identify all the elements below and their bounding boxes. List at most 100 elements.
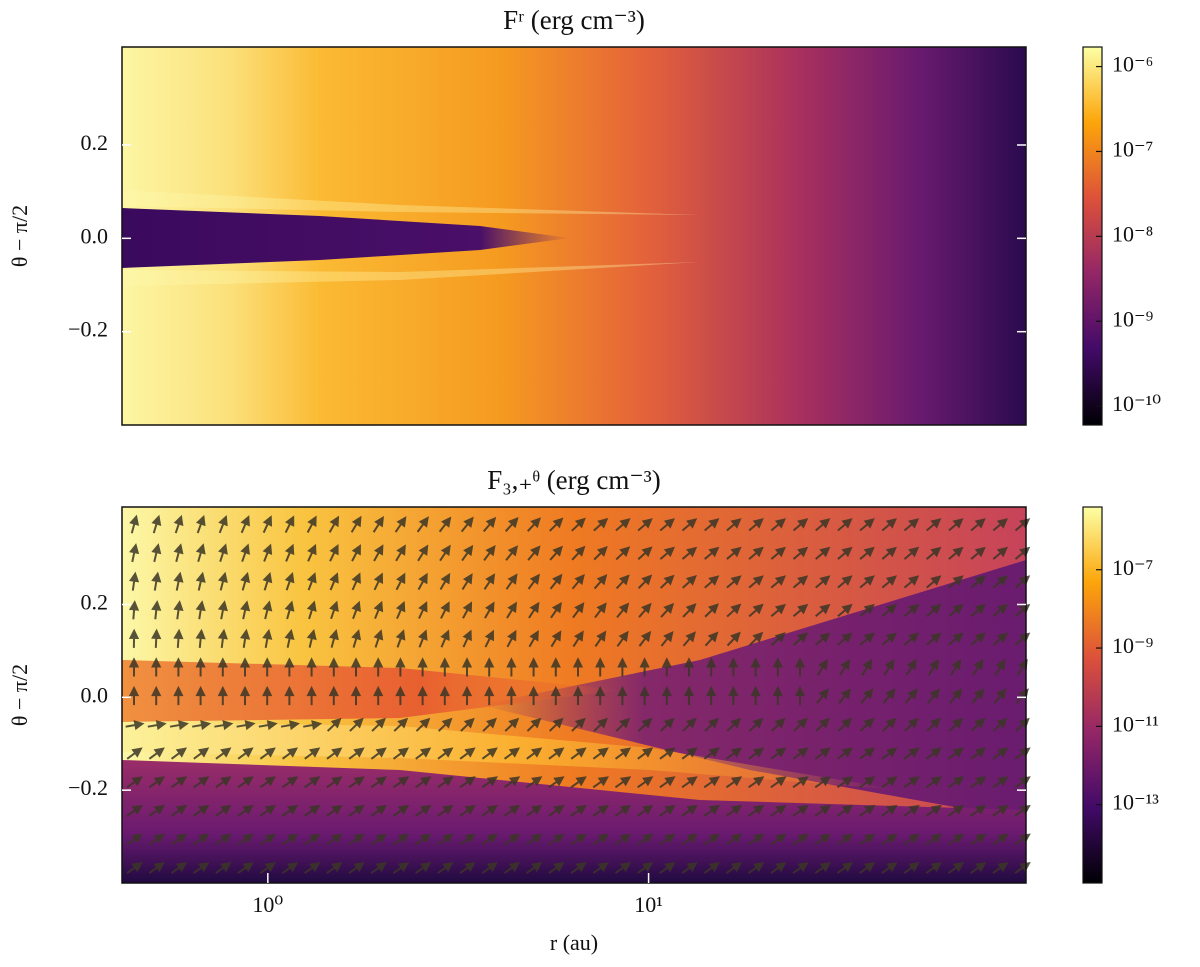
quiver-arrow: [770, 603, 787, 618]
quiver-arrow: [903, 747, 920, 760]
quiver-arrow: [660, 631, 674, 647]
quiver-arrow: [970, 717, 986, 732]
quiver-arrow: [792, 603, 809, 618]
quiver-arrow: [615, 546, 631, 561]
quiver-arrow: [416, 516, 429, 533]
quiver-arrow: [550, 657, 561, 677]
quiver-arrow: [570, 747, 587, 760]
quiver-arrow: [548, 804, 565, 817]
quiver-arrow: [836, 833, 854, 846]
quiver-arrow: [571, 545, 586, 561]
quiver-arrow: [506, 685, 517, 706]
quiver-arrow: [704, 631, 719, 647]
quiver-arrow: [881, 518, 898, 532]
quiver-arrow: [970, 747, 987, 760]
quiver-arrow: [503, 776, 521, 789]
quiver-arrow: [240, 600, 251, 620]
quiver-arrow: [304, 776, 321, 789]
quiver-arrow: [748, 717, 764, 732]
quiver-arrow: [815, 717, 830, 732]
quiver-arrow: [350, 657, 362, 677]
quiver-arrow: [350, 515, 362, 533]
quiver-arrow: [484, 685, 495, 706]
quiver-arrow: [837, 518, 853, 532]
quiver-arrow: [728, 657, 739, 677]
quiver-arrow: [947, 747, 965, 760]
quiver-arrow: [195, 685, 206, 706]
quiver-arrow: [794, 685, 806, 706]
quiver-arrow: [770, 575, 787, 589]
quiver-arrow: [726, 546, 742, 560]
quiver-arrow: [593, 517, 609, 532]
quiver-arrow: [794, 657, 806, 677]
quiver-arrow: [284, 628, 295, 648]
quiver-arrow: [439, 657, 450, 677]
quiver-arrow: [881, 717, 897, 732]
quiver-arrow: [195, 571, 206, 591]
quiver-arrow: [992, 717, 1008, 732]
quiver-arrow: [528, 601, 540, 619]
quiver-arrow: [259, 833, 276, 846]
quiver-arrow: [772, 685, 783, 706]
quiver-arrow: [151, 600, 162, 620]
axes-frame: [121, 46, 1027, 426]
quiver-arrow: [392, 804, 410, 817]
quiver-arrow: [259, 804, 276, 817]
quiver-arrow: [262, 657, 273, 677]
quiver-arrow: [970, 546, 986, 560]
quiver-arrow: [1015, 717, 1030, 732]
quiver-arrow: [726, 575, 742, 589]
quiver-arrow: [284, 543, 295, 562]
quiver-arrow: [704, 575, 720, 589]
quiver-arrow: [681, 776, 698, 789]
quiver-arrow: [992, 776, 1009, 789]
quiver-arrow: [505, 573, 518, 590]
quiver-arrow: [881, 804, 898, 817]
quiver-arrow: [638, 630, 652, 647]
quiver-arrow: [370, 776, 387, 789]
quiver-arrow: [281, 776, 299, 789]
quiver-arrow: [837, 632, 853, 646]
quiver-arrow: [505, 545, 519, 561]
quiver-arrow: [415, 776, 432, 789]
quiver-arrow: [992, 575, 1009, 589]
quiver-arrow: [682, 574, 697, 589]
quiver-arrow: [484, 657, 495, 677]
quiver-arrow: [770, 518, 787, 532]
quiver-arrow: [550, 630, 562, 648]
quiver-arrow: [904, 688, 918, 704]
quiver-arrow: [483, 573, 496, 590]
quiver-arrow: [240, 515, 250, 534]
quiver-arrow: [994, 658, 1006, 676]
quiver-arrow: [792, 804, 809, 817]
quiver-arrow: [195, 514, 206, 534]
quiver-arrow: [903, 546, 920, 560]
quiver-arrow: [193, 833, 210, 846]
quiver-arrow: [859, 603, 875, 618]
quiver-arrow: [393, 717, 409, 732]
quiver-arrow: [592, 804, 609, 817]
colorbar-tick-label: 10⁻⁸: [1112, 221, 1153, 246]
quiver-arrow: [329, 600, 339, 620]
quiver-arrow: [351, 572, 361, 591]
quiver-arrow: [927, 658, 939, 676]
quiver-arrow: [659, 717, 675, 732]
quiver-arrow: [262, 515, 273, 534]
quiver-arrow: [148, 776, 165, 789]
quiver-arrow: [748, 862, 765, 874]
quiver-arrow: [395, 600, 406, 619]
quiver-arrow: [215, 747, 232, 760]
quiver-arrow: [903, 575, 920, 589]
quiver-arrow: [814, 747, 831, 760]
quiver-arrow: [748, 603, 764, 618]
x-tick-label: 10¹: [634, 892, 663, 917]
colorbar-tick-label: 10⁻⁷: [1112, 137, 1153, 162]
quiver-arrow: [706, 657, 717, 677]
quiver-arrow: [993, 688, 1007, 704]
quiver-arrow: [681, 518, 698, 532]
quiver-arrow: [437, 804, 454, 817]
quiver-arrow: [148, 833, 165, 846]
y-tick-label: 0.0: [81, 682, 109, 707]
quiver-arrow: [526, 776, 543, 789]
